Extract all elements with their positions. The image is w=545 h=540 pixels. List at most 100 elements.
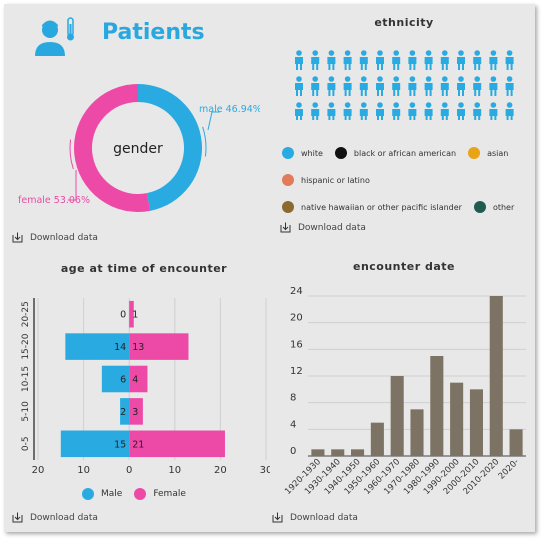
legend-label: Male [101,489,123,499]
person-head [296,50,302,56]
x-tick-label: 30 [260,465,270,476]
y-tick-label: 12 [290,366,303,377]
person-body [440,57,449,70]
person-icon-white [489,102,498,120]
person-head [312,76,318,82]
bar-female-0-5 [129,430,225,458]
person-body [505,57,514,70]
person-body [424,83,433,96]
encounter-date-chart: 048121620241920-19301930-19401940-195019… [283,286,526,497]
person-body [473,109,482,120]
person-icon-white [457,76,465,96]
data-label-male: 14 [114,342,126,353]
person-body [359,109,368,120]
person-icon-white [457,50,465,70]
person-head [328,50,335,56]
person-head [506,76,513,82]
person-body [311,109,320,120]
download-icon [272,512,283,523]
x-tick-label: 10 [168,465,181,476]
person-head [361,50,367,56]
download-icon [12,232,23,243]
person-body [376,83,384,96]
person-body [489,109,498,120]
legend-label: Female [153,489,186,499]
person-icon-white [343,50,352,70]
person-head [377,50,383,56]
person-icon-white [489,76,498,96]
y-tick-label: 24 [290,286,303,297]
person-head [328,102,335,108]
legend-item-asian: asian [468,147,508,159]
page-title: Patients [102,20,205,45]
person-body [424,109,433,120]
y-tick-label: 0 [290,446,296,457]
person-icon-white [473,102,482,120]
donut-label-female: female 53.06% [18,195,90,206]
legend-label: white [301,148,323,158]
person-head [506,50,513,56]
y-tick-label: 20-25 [21,301,31,327]
person-body [327,109,336,120]
bar-1980-1990 [430,356,444,456]
person-head [490,50,497,56]
person-body [457,109,465,120]
legend-dot [334,147,347,159]
download-button-encounter[interactable]: Download data [272,512,358,523]
person-head [393,50,399,56]
y-tick-label: 4 [290,419,296,430]
legend-dot [468,147,481,159]
donut-center-label: gender [113,141,163,157]
legend-dot [473,201,486,213]
download-button-ethnicity[interactable]: Download data [280,222,366,233]
person-icon-white [424,50,433,70]
download-label: Download data [30,512,98,523]
download-label: Download data [298,222,366,233]
person-head [296,102,302,108]
person-icon-white [327,76,336,96]
y-tick-label: 5-10 [21,401,31,422]
bar-1950-1960 [370,422,384,456]
person-icon-white [505,102,514,120]
legend-label: hispanic or latino [301,175,370,185]
leader-arc [69,139,74,170]
x-tick-label: 10 [77,465,90,476]
data-label-female: 21 [132,439,144,450]
person-icon-white [440,50,449,70]
person-icon-white [311,102,320,120]
download-button-gender[interactable]: Download data [12,232,98,243]
y-tick-label: 20 [290,313,303,324]
age-legend: Male Female [82,488,198,500]
person-head [409,102,416,108]
bar-male-5-10 [120,398,130,425]
person-head [377,102,383,108]
y-tick-label: 10-15 [21,366,31,392]
person-head [442,76,448,82]
download-button-age[interactable]: Download data [12,512,98,523]
bar-male-0-5 [60,430,130,458]
person-head [312,50,318,56]
person-head [296,76,302,82]
bar-male-15-20 [65,333,130,360]
legend-item-white: white [282,147,323,159]
data-label-male: 6 [120,375,126,386]
person-head [442,102,448,108]
person-head [425,50,432,56]
x-tick-label: 0 [126,465,132,476]
person-head [409,50,416,56]
bar-1960-1970 [390,376,404,456]
person-body [392,57,401,70]
ethnicity-legend-row-2: hispanic or latino [282,174,382,186]
person-body [359,83,368,96]
person-icon-white [505,76,514,96]
person-head [458,102,464,108]
person-body [327,83,336,96]
legend-dot [282,201,294,213]
legend-item-black: black or african american [334,147,456,159]
person-body [424,57,433,70]
person-icon-white [424,102,433,120]
download-label: Download data [30,232,98,243]
y-tick-label: 15-20 [21,333,31,359]
person-icon-white [295,102,303,120]
download-icon [280,222,291,233]
